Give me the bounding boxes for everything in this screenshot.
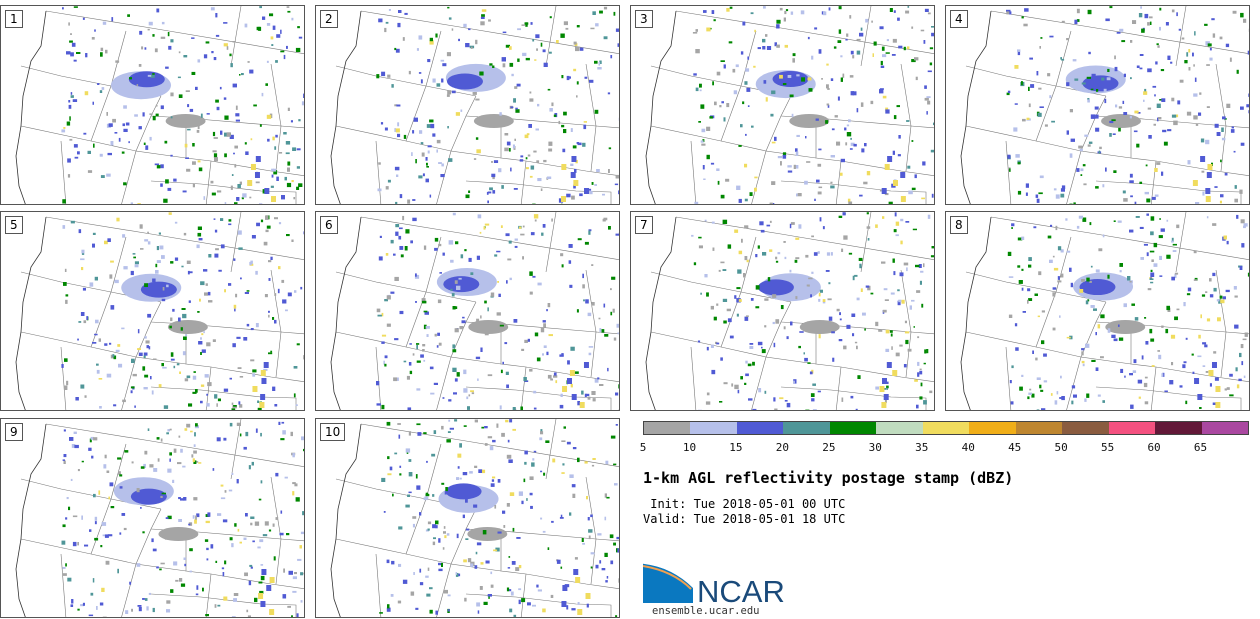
reflectivity-map <box>15 419 304 617</box>
colorbar-segment <box>829 422 877 434</box>
colorbar-segment <box>969 422 1016 434</box>
figure-title: 1-km AGL reflectivity postage stamp (dBZ… <box>643 469 1014 487</box>
colorbar-tick-label: 35 <box>915 441 929 454</box>
colorbar-tick-label: 40 <box>961 441 975 454</box>
postage-stamp-panel: 3 <box>630 5 935 205</box>
postage-stamp-panel: 4 <box>945 5 1250 205</box>
colorbar-segment <box>922 422 970 434</box>
reflectivity-map <box>330 212 619 410</box>
reflectivity-map <box>330 6 619 204</box>
postage-stamp-panel: 9 <box>0 418 305 618</box>
colorbar-tick-label: 45 <box>1008 441 1022 454</box>
panel-number: 2 <box>320 10 338 28</box>
postage-stamp-panel: 10 <box>315 418 620 618</box>
colorbar-segment <box>736 422 784 434</box>
panel-number: 7 <box>635 216 653 234</box>
postage-stamp-panel: 8 <box>945 211 1250 411</box>
panel-number: 5 <box>5 216 23 234</box>
panel-number: 10 <box>320 423 346 441</box>
colorbar-segment <box>783 422 830 434</box>
postage-stamp-panel: 1 <box>0 5 305 205</box>
colorbar-tick-label: 10 <box>682 441 697 454</box>
colorbar-tick-label: 60 <box>1147 441 1161 454</box>
init-time: Init: Tue 2018-05-01 00 UTC <box>643 497 846 511</box>
panel-number: 1 <box>5 10 23 28</box>
website-url: ensemble.ucar.edu <box>652 605 760 617</box>
panel-number: 9 <box>5 423 23 441</box>
colorbar-segment <box>690 422 737 434</box>
ncar-logo: NCAR <box>643 563 785 603</box>
valid-time: Valid: Tue 2018-05-01 18 UTC <box>643 512 846 526</box>
reflectivity-map <box>645 6 934 204</box>
colorbar-tick-label: 50 <box>1054 441 1068 454</box>
reflectivity-map <box>960 6 1249 204</box>
postage-stamp-panel: 5 <box>0 211 305 411</box>
reflectivity-map <box>960 212 1249 410</box>
colorbar-segment <box>876 422 923 434</box>
colorbar-tick-label: 55 <box>1100 441 1115 454</box>
colorbar-tick-label: 20 <box>775 441 789 454</box>
reflectivity-map <box>15 212 304 410</box>
svg-text:NCAR: NCAR <box>697 574 785 603</box>
colorbar-segment <box>1062 422 1109 434</box>
postage-stamp-panel: 2 <box>315 5 620 205</box>
reflectivity-map <box>15 6 304 204</box>
colorbar-segment <box>1201 422 1249 434</box>
colorbar-segment <box>1155 422 1202 434</box>
colorbar-tick-label: 5 <box>639 441 647 454</box>
panel-number: 6 <box>320 216 338 234</box>
panel-number: 3 <box>635 10 653 28</box>
colorbar-segment <box>1015 422 1063 434</box>
postage-stamp-panel: 7 <box>630 211 935 411</box>
reflectivity-map <box>645 212 934 410</box>
reflectivity-map <box>330 419 619 617</box>
colorbar-tick-label: 30 <box>868 441 882 454</box>
colorbar <box>643 421 1249 435</box>
colorbar-segment <box>644 422 691 434</box>
panel-number: 8 <box>950 216 968 234</box>
colorbar-tick-label: 25 <box>822 441 836 454</box>
colorbar-tick-label: 15 <box>729 441 743 454</box>
postage-stamp-panel: 6 <box>315 211 620 411</box>
colorbar-tick-label: 65 <box>1193 441 1208 454</box>
colorbar-segment <box>1108 422 1156 434</box>
panel-number: 4 <box>950 10 968 28</box>
